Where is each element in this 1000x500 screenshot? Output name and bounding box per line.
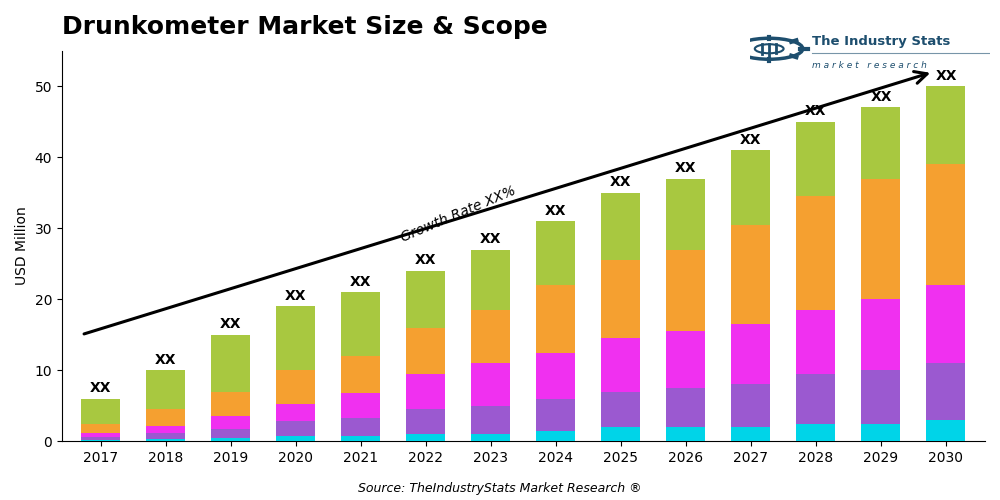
Bar: [81, 433, 120, 437]
Bar: [601, 427, 640, 442]
Bar: [926, 285, 965, 363]
Bar: [406, 328, 445, 374]
Bar: [601, 392, 640, 427]
Bar: [146, 426, 185, 434]
Text: XX: XX: [90, 381, 112, 395]
Bar: [276, 422, 315, 436]
Text: XX: XX: [415, 254, 437, 268]
Text: XX: XX: [545, 204, 567, 218]
Bar: [536, 221, 575, 285]
Bar: [146, 370, 185, 410]
Bar: [81, 398, 120, 423]
Bar: [341, 436, 380, 442]
Bar: [601, 192, 640, 260]
Bar: [796, 196, 835, 310]
Bar: [796, 122, 835, 196]
Text: Drunkometer Market Size & Scope: Drunkometer Market Size & Scope: [62, 15, 548, 39]
Text: XX: XX: [935, 68, 957, 82]
Text: XX: XX: [480, 232, 502, 246]
Bar: [406, 410, 445, 434]
Bar: [861, 178, 900, 299]
Text: XX: XX: [740, 132, 762, 146]
Bar: [406, 271, 445, 328]
Bar: [276, 404, 315, 421]
Bar: [731, 427, 770, 442]
Bar: [471, 406, 510, 434]
Bar: [146, 410, 185, 426]
Bar: [536, 285, 575, 352]
Bar: [146, 434, 185, 439]
Bar: [211, 438, 250, 442]
Bar: [211, 429, 250, 438]
Bar: [536, 352, 575, 399]
Bar: [926, 363, 965, 420]
Bar: [81, 424, 120, 433]
Bar: [81, 440, 120, 442]
Bar: [276, 436, 315, 442]
Bar: [276, 370, 315, 404]
Text: The Industry Stats: The Industry Stats: [812, 35, 951, 48]
Bar: [211, 334, 250, 392]
Bar: [341, 418, 380, 436]
Bar: [406, 434, 445, 442]
Bar: [341, 292, 380, 356]
Bar: [601, 260, 640, 338]
Bar: [341, 356, 380, 393]
Bar: [926, 164, 965, 285]
Bar: [666, 427, 705, 442]
Bar: [731, 324, 770, 384]
Bar: [926, 420, 965, 442]
Bar: [731, 384, 770, 427]
Bar: [81, 437, 120, 440]
Bar: [406, 374, 445, 410]
Bar: [471, 363, 510, 406]
Bar: [666, 250, 705, 331]
Bar: [731, 224, 770, 324]
Bar: [796, 310, 835, 374]
Bar: [666, 178, 705, 250]
Bar: [211, 392, 250, 416]
Text: XX: XX: [610, 175, 632, 189]
Text: XX: XX: [675, 161, 697, 175]
Text: Source: TheIndustryStats Market Research ®: Source: TheIndustryStats Market Research…: [358, 482, 642, 495]
Bar: [861, 370, 900, 424]
Bar: [146, 439, 185, 442]
Bar: [471, 250, 510, 310]
Text: XX: XX: [220, 317, 242, 331]
Bar: [796, 424, 835, 442]
Bar: [601, 338, 640, 392]
Bar: [926, 86, 965, 164]
Bar: [536, 430, 575, 442]
Bar: [211, 416, 250, 429]
Bar: [861, 424, 900, 442]
Text: Growth Rate XX%: Growth Rate XX%: [399, 184, 518, 244]
Bar: [861, 108, 900, 178]
Bar: [471, 310, 510, 363]
Bar: [341, 393, 380, 418]
Bar: [536, 398, 575, 430]
Bar: [666, 388, 705, 427]
Text: m a r k e t   r e s e a r c h: m a r k e t r e s e a r c h: [812, 62, 927, 70]
Bar: [796, 374, 835, 424]
Y-axis label: USD Million: USD Million: [15, 206, 29, 286]
Text: XX: XX: [155, 352, 177, 366]
Text: XX: XX: [870, 90, 892, 104]
Text: XX: XX: [350, 274, 372, 288]
Bar: [731, 150, 770, 224]
Text: XX: XX: [285, 289, 307, 303]
Bar: [666, 331, 705, 388]
Bar: [471, 434, 510, 442]
Bar: [861, 299, 900, 370]
Text: XX: XX: [805, 104, 827, 118]
Bar: [276, 306, 315, 370]
